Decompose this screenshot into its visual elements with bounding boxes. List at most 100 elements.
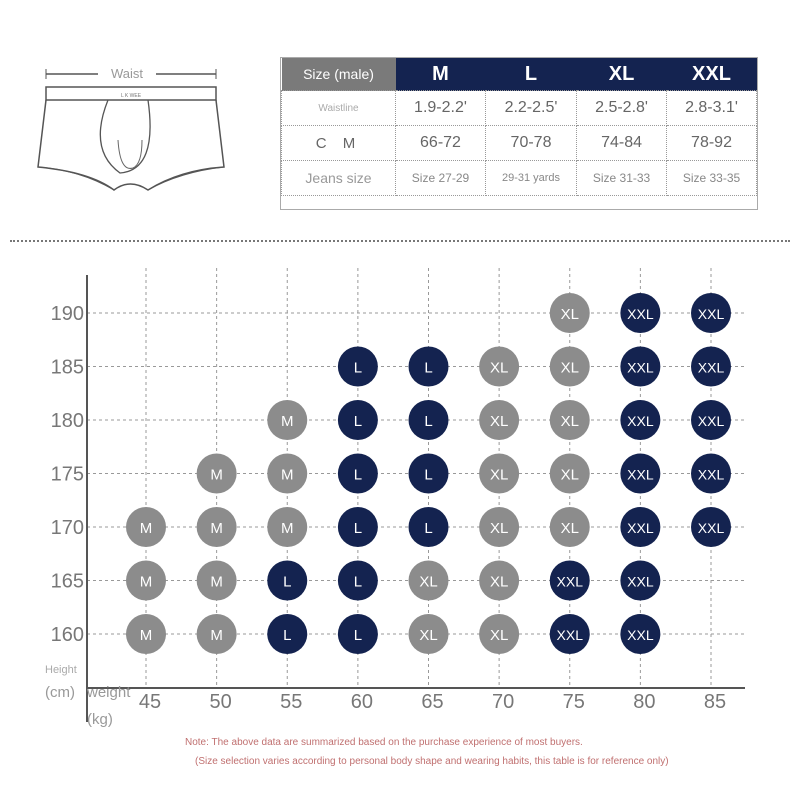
size-dot-label: L <box>424 520 432 537</box>
size-dot-m <box>126 560 166 601</box>
table-cell: 2.5-2.8' <box>576 90 668 126</box>
size-dot-label: XXL <box>627 627 654 643</box>
band-text: L K WEE <box>121 93 142 99</box>
size-dot-xxl <box>620 346 661 387</box>
table-cell: 2.8-3.1' <box>666 90 757 126</box>
note-line-1: Note: The above data are summarized base… <box>185 737 583 748</box>
size-dot-xxl <box>549 560 590 601</box>
section-divider <box>10 240 790 242</box>
size-dot-l <box>337 560 378 601</box>
size-dot-l <box>337 614 378 654</box>
table-cell: 2.2-2.5' <box>484 90 578 126</box>
size-dot-label: XL <box>419 627 437 644</box>
table-cell: Size 31-33 <box>576 160 668 196</box>
size-dot-label: XXL <box>698 360 725 376</box>
table-cell: 74-84 <box>576 125 668 161</box>
size-dot-label: L <box>354 627 362 644</box>
size-dot-label: XXL <box>627 306 654 322</box>
size-dot-label: L <box>354 520 362 537</box>
x-tick-label: 70 <box>492 691 514 713</box>
size-dot-m <box>196 614 237 654</box>
size-dot-xxl <box>620 614 661 654</box>
size-dot-m <box>126 614 166 654</box>
x-tick-label: 75 <box>563 691 585 713</box>
size-dot-label: XL <box>561 467 579 484</box>
size-dot-label: M <box>210 467 223 484</box>
size-dot-label: XL <box>490 413 508 430</box>
size-dot-label: XL <box>561 360 579 377</box>
size-dot-label: L <box>354 360 362 377</box>
size-dot-m <box>196 453 237 494</box>
size-dot-label: XL <box>561 413 579 430</box>
size-dot-label: M <box>210 627 223 644</box>
underwear-illustration: Waist L K WEE <box>37 66 225 191</box>
size-dot-xl <box>549 453 590 494</box>
size-dot-m <box>267 453 308 494</box>
size-dot-label: L <box>283 627 291 644</box>
size-dot-label: L <box>424 413 432 430</box>
size-dot-xxl <box>549 614 590 654</box>
x-tick-label: 80 <box>633 691 655 713</box>
y-tick-label: 180 <box>51 410 84 432</box>
size-dot-xl <box>549 400 590 440</box>
size-dot-m <box>267 400 308 440</box>
size-dot-label: XXL <box>698 520 725 536</box>
y-axis-label: Height <box>45 664 77 676</box>
size-col-xxl: XXL <box>666 58 757 91</box>
x-axis-label: weight <box>86 684 131 701</box>
size-dot-label: XL <box>490 574 508 591</box>
size-dot-label: XL <box>490 520 508 537</box>
x-tick-label: 60 <box>351 691 373 713</box>
table-cell: Size 33-35 <box>666 160 757 196</box>
y-tick-label: 190 <box>51 303 84 325</box>
size-dot-xl <box>549 507 590 547</box>
row-label: Waistline <box>281 90 396 126</box>
y-tick-label: 160 <box>51 624 84 646</box>
size-dot-m <box>196 507 237 547</box>
size-dot-xl <box>479 400 520 440</box>
size-dot-xxl <box>620 507 661 547</box>
x-tick-label: 50 <box>210 691 232 713</box>
size-dot-xl <box>479 614 520 654</box>
size-dot-label: XXL <box>627 574 654 590</box>
size-dot-label: XL <box>419 574 437 591</box>
y-tick-label: 165 <box>51 571 84 593</box>
size-dot-xl <box>479 507 520 547</box>
size-dot-l <box>337 507 378 547</box>
size-dot-label: XL <box>561 520 579 537</box>
size-dot-label: M <box>210 520 223 537</box>
size-dot-label: XXL <box>627 360 654 376</box>
size-dot-l <box>408 400 449 440</box>
y-tick-label: 170 <box>51 517 84 539</box>
size-dot-label: XXL <box>698 306 725 322</box>
size-dot-l <box>337 346 378 387</box>
size-dot-xxl <box>620 453 661 494</box>
table-cell: Size 27-29 <box>395 160 486 196</box>
size-dot-xl <box>408 560 449 601</box>
size-col-l: L <box>485 58 577 91</box>
note-line-2: (Size selection varies according to pers… <box>195 756 669 767</box>
size-dot-label: XXL <box>627 520 654 536</box>
size-dot-label: XL <box>490 467 508 484</box>
table-cell: 78-92 <box>666 125 757 161</box>
size-dot-xxl <box>620 560 661 601</box>
size-dot-xxl <box>620 293 661 333</box>
size-dot-label: XXL <box>627 467 654 483</box>
x-tick-label: 85 <box>704 691 726 713</box>
size-dot-label: XXL <box>627 413 654 429</box>
size-dot-label: XXL <box>557 574 584 590</box>
size-dot-xxl <box>691 507 731 547</box>
size-col-xl: XL <box>576 58 667 91</box>
size-dot-xl <box>549 293 590 333</box>
x-axis-unit: (kg) <box>87 711 113 728</box>
size-dot-label: M <box>281 520 294 537</box>
size-dot-xxl <box>691 346 731 387</box>
size-dot-label: M <box>210 574 223 591</box>
size-dot-label: XXL <box>698 413 725 429</box>
size-header-label: Size (male) <box>281 58 396 91</box>
size-dot-label: M <box>140 520 153 537</box>
size-dot-xxl <box>691 400 731 440</box>
size-dot-xxl <box>691 453 731 494</box>
row-label: C M <box>281 125 396 161</box>
